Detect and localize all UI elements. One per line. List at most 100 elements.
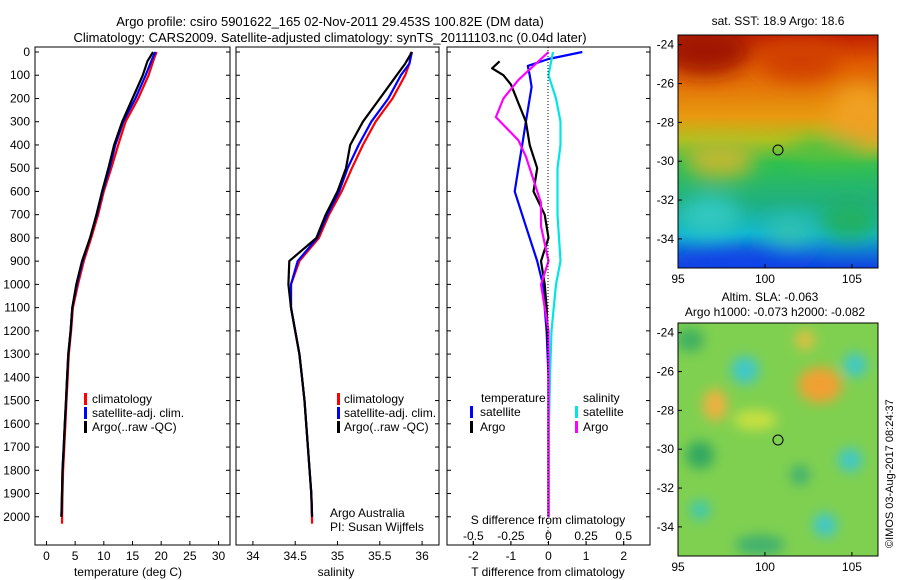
lat-tick-label: -26	[657, 77, 675, 91]
legend-label: Argo(..raw -QC)	[92, 420, 177, 434]
x-tick-label: 0	[545, 529, 552, 543]
lat-tick-label: -28	[657, 403, 675, 417]
legend-label: Argo	[583, 420, 609, 434]
sst-patch	[765, 215, 815, 245]
x-tick-label: 0	[545, 549, 552, 563]
lat-tick-label: -28	[657, 115, 675, 129]
temperature-x-axis: 0 5 10 15 20 25 30	[43, 541, 226, 563]
sla-map-frame	[677, 322, 879, 557]
x-tick-label: -0.25	[497, 529, 525, 543]
depth-tick-label: 400	[10, 138, 30, 152]
depth-tick-label: 1000	[3, 277, 30, 291]
lon-tick-label: 95	[671, 560, 685, 574]
sla-map-title-1: Altim. SLA: -0.063	[722, 290, 819, 304]
depth-tick-label: 200	[10, 91, 30, 105]
legend-swatch-argo	[84, 421, 87, 433]
depth-tick-label: 1400	[3, 370, 30, 384]
x-tick-label: 0.25	[574, 529, 598, 543]
t-difference-x-axis: -2 -1 0 1 2	[468, 541, 627, 563]
difference-series-group	[491, 50, 583, 517]
legend-label: satellite	[480, 405, 521, 419]
legend-swatch-climatology	[84, 393, 87, 405]
lon-tick-label: 105	[842, 272, 862, 286]
sla-eddy	[690, 500, 710, 520]
legend-title-temperature: temperature	[481, 391, 546, 405]
lon-tick-label: 105	[842, 560, 862, 574]
legend-label: satellite-adj. clim.	[92, 406, 184, 420]
sla-patch	[678, 328, 704, 352]
depth-axis: 0 100 200 300 400 500 600 700 800 900 1000 1100 1200…	[3, 45, 650, 524]
lat-tick-label: -26	[657, 365, 675, 379]
legend-title-salinity: salinity	[583, 391, 620, 405]
argo-location-marker	[772, 434, 784, 446]
sst-patch	[820, 200, 878, 240]
x-tick-label: 34.5	[284, 549, 308, 563]
s-difference-axis-label: S difference from climatology	[471, 513, 626, 527]
x-tick-label: -0.5	[463, 529, 484, 543]
salinity-legend: climatology satellite-adj. clim. Argo(..…	[330, 392, 436, 534]
credit-pi: PI: Susan Wijffels	[330, 520, 424, 534]
depth-tick-label: 1200	[3, 324, 30, 338]
sla-lat-axis: -24 -26 -28 -30 -32 -34	[657, 326, 682, 534]
sst-lon-axis: 95 100 105	[671, 264, 862, 286]
sla-patch	[733, 410, 777, 430]
legend-label: climatology	[92, 392, 152, 406]
s-difference-x-axis: -0.5 -0.25 0 0.25 0.5	[463, 529, 632, 545]
sla-eddy	[731, 356, 759, 384]
sla-eddy	[838, 448, 862, 472]
series-line	[287, 51, 413, 517]
salinity-panel	[235, 46, 440, 546]
x-tick-label: 1	[583, 549, 590, 563]
sla-patch	[798, 367, 842, 403]
sst-lat-axis: -24 -26 -28 -30 -32 -34	[657, 38, 682, 246]
x-tick-label: 30	[212, 549, 226, 563]
x-tick-label: 10	[97, 549, 111, 563]
depth-tick-label: 1300	[3, 347, 30, 361]
x-tick-label: 20	[154, 549, 168, 563]
temperature-panel	[34, 46, 231, 546]
depth-tick-label: 500	[10, 161, 30, 175]
lat-tick-label: -34	[657, 520, 675, 534]
sla-patch	[703, 389, 727, 421]
legend-label: satellite	[583, 405, 624, 419]
lat-tick-label: -24	[657, 38, 675, 52]
x-tick-label: -2	[468, 549, 479, 563]
sst-patch	[760, 40, 840, 80]
x-tick-label: 35.5	[368, 549, 392, 563]
legend-swatch-argo	[337, 421, 340, 433]
legend-swatch-t-argo	[470, 421, 473, 433]
depth-tick-label: 1500	[3, 394, 30, 408]
credit-argo-australia: Argo Australia	[330, 506, 405, 520]
t-difference-axis-label: T difference from climatology	[471, 565, 625, 579]
x-tick-label: -1	[506, 549, 517, 563]
depth-tick-label: 1600	[3, 417, 30, 431]
temperature-legend: climatology satellite-adj. clim. Argo(..…	[84, 392, 184, 434]
depth-tick-label: 600	[10, 184, 30, 198]
series-line	[289, 51, 413, 517]
series-line	[494, 51, 550, 517]
legend-swatch-s-argo	[575, 421, 578, 433]
sst-map	[678, 35, 878, 268]
x-tick-label: 36	[415, 549, 429, 563]
depth-tick-label: 2000	[3, 510, 30, 524]
x-tick-label: 0	[43, 549, 50, 563]
depth-tick-label: 1800	[3, 463, 30, 477]
lat-tick-label: -24	[657, 326, 675, 340]
sla-eddy	[843, 353, 867, 377]
sst-patch	[678, 35, 750, 75]
sst-patch	[790, 138, 870, 162]
sst-patch	[678, 250, 820, 268]
depth-tick-label: 700	[10, 208, 30, 222]
difference-legend: temperature salinity satellite Argo sate…	[470, 391, 624, 434]
legend-label: Argo(..raw -QC)	[344, 420, 429, 434]
x-tick-label: 25	[183, 549, 197, 563]
lat-tick-label: -32	[657, 193, 675, 207]
sst-map-frame	[677, 34, 879, 269]
salinity-axis-label: salinity	[318, 565, 355, 579]
depth-tick-label: 1100	[4, 301, 30, 315]
imos-credit: ©IMOS 03-Aug-2017 08:24:37	[884, 399, 896, 548]
lat-tick-label: -34	[657, 232, 675, 246]
x-tick-label: 2	[620, 549, 627, 563]
salinity-x-axis: 34 34.5 35 35.5 36	[246, 541, 429, 563]
sla-eddy	[686, 441, 714, 469]
